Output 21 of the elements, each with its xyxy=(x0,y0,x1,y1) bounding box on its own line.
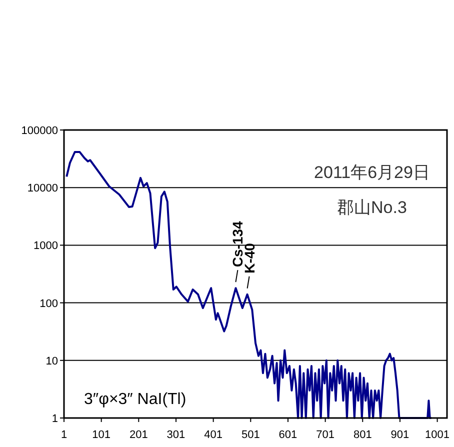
x-tick-label: 401 xyxy=(204,429,222,441)
y-tick-label: 1000 xyxy=(34,240,58,252)
y-tick-label: 10 xyxy=(46,355,58,368)
annotation: 2011年6月29日 xyxy=(314,163,430,182)
y-tick-label: 1 xyxy=(52,413,58,425)
x-tick-label: 801 xyxy=(353,429,372,441)
annotation: 郡山No.3 xyxy=(337,198,407,217)
annotation: 3″φ×3″ NaI(Tl) xyxy=(84,391,186,408)
y-tick-label: 10000 xyxy=(27,182,58,195)
x-tick-label: 501 xyxy=(241,429,260,441)
y-tick-label: 100 xyxy=(40,298,58,310)
x-tick-label: 201 xyxy=(129,429,148,441)
x-tick-label: 701 xyxy=(316,429,334,441)
x-tick-label: 1001 xyxy=(425,429,450,441)
x-tick-label: 601 xyxy=(278,429,298,441)
y-tick-label: 100000 xyxy=(21,125,58,137)
x-tick-label: 901 xyxy=(390,429,410,441)
x-tick-label: 101 xyxy=(92,429,111,441)
x-tick-label: 1 xyxy=(60,429,68,441)
annotation: Cs-134 xyxy=(230,220,246,268)
x-tick-label: 301 xyxy=(166,429,186,441)
